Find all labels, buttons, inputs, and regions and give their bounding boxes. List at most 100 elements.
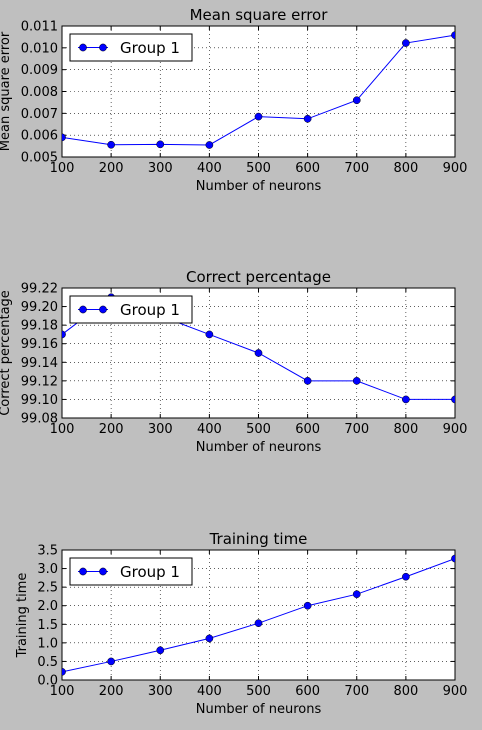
y-tick-label: 0.008 <box>21 85 58 100</box>
data-point <box>352 96 361 105</box>
y-tick-label: 0.007 <box>21 107 58 122</box>
data-point <box>205 141 214 149</box>
data-point <box>107 140 115 149</box>
data-point <box>352 590 361 599</box>
x-tick-label: 600 <box>295 422 320 437</box>
data-point <box>402 39 410 47</box>
data-point <box>451 395 455 404</box>
data-point <box>254 349 263 357</box>
x-tick-label: 800 <box>393 422 418 437</box>
y-tick-label: 1.5 <box>37 618 58 633</box>
y-tick-label: 99.22 <box>21 282 58 297</box>
data-point <box>156 140 165 149</box>
data-point <box>451 554 455 563</box>
legend-marker <box>99 567 107 576</box>
data-point <box>303 114 312 123</box>
chart-1: 0.005 0.006 0.007 0.008 0.009 0.010 0.011 100 20… <box>0 6 467 194</box>
x-axis-label: Number of neurons <box>196 702 322 717</box>
y-tick-label: 2.0 <box>37 599 58 614</box>
x-tick-label: 300 <box>148 684 173 699</box>
y-tick-label: 3.0 <box>37 562 58 577</box>
series-layer <box>62 554 455 676</box>
legend-marker <box>99 305 107 314</box>
x-tick-label: 600 <box>295 161 320 176</box>
x-tick-label: 100 <box>50 684 75 699</box>
x-tick-label: 900 <box>443 161 468 176</box>
y-tick-label: 3.5 <box>37 544 58 559</box>
legend-marker <box>79 305 87 314</box>
chart-3: 0.0 0.5 1.0 1.5 2.0 2.5 3.0 3.5 100 200 300 400 500 6… <box>15 530 467 717</box>
y-tick-label: 99.14 <box>21 356 58 371</box>
data-point <box>107 657 115 666</box>
data-point <box>62 667 66 676</box>
legend: Group 1 <box>69 557 193 586</box>
x-tick-label: 200 <box>99 684 124 699</box>
x-tick-label: 600 <box>295 684 320 699</box>
y-tick-label: 99.10 <box>21 393 58 408</box>
x-tick-label: 500 <box>246 161 271 176</box>
legend: Group 1 <box>69 295 193 324</box>
data-point <box>402 572 410 581</box>
x-axis-label: Number of neurons <box>196 440 322 455</box>
plot-frame <box>61 25 456 158</box>
data-point <box>303 377 312 385</box>
y-axis-label: Mean square error <box>0 31 13 151</box>
y-tick-label: 0.0 <box>37 674 58 689</box>
x-tick-label: 500 <box>246 684 271 699</box>
data-point <box>303 601 312 610</box>
data-point <box>205 330 214 339</box>
data-point <box>62 330 66 339</box>
chart-2: 99.08 99.10 99.12 99.14 99.16 99.18 99.20 99.22… <box>0 268 467 455</box>
legend: Group 1 <box>69 33 193 62</box>
data-point <box>205 634 214 643</box>
y-tick-label: 2.5 <box>37 581 58 596</box>
series-layer <box>62 31 455 149</box>
x-tick-label: 800 <box>393 161 418 176</box>
x-tick-label: 900 <box>443 422 468 437</box>
x-tick-label: 100 <box>50 161 75 176</box>
legend-marker <box>79 567 87 576</box>
chart-title: Correct percentage <box>186 268 331 286</box>
legend-marker <box>99 43 107 52</box>
chart-title: Mean square error <box>190 6 329 24</box>
y-tick-label: 0.006 <box>21 129 58 144</box>
y-tick-label: 99.20 <box>21 300 58 315</box>
x-tick-label: 800 <box>393 684 418 699</box>
x-tick-label: 400 <box>197 422 222 437</box>
data-point <box>254 619 263 628</box>
data-point <box>352 377 361 385</box>
x-tick-label: 100 <box>50 422 75 437</box>
data-point <box>62 133 66 142</box>
x-tick-label: 900 <box>443 684 468 699</box>
data-point <box>451 31 455 40</box>
plot-frame <box>61 549 456 681</box>
y-tick-label: 0.011 <box>21 20 58 35</box>
y-tick-label: 99.12 <box>21 374 58 389</box>
x-tick-label: 400 <box>197 161 222 176</box>
data-point <box>156 646 165 655</box>
data-point <box>402 395 410 404</box>
x-tick-label: 300 <box>148 422 173 437</box>
chart-title: Training time <box>209 530 308 548</box>
legend-label: Group 1 <box>120 563 180 581</box>
y-tick-label: 99.16 <box>21 337 58 352</box>
x-tick-label: 200 <box>99 161 124 176</box>
data-point <box>254 112 263 121</box>
y-tick-label: 0.009 <box>21 63 58 78</box>
y-tick-label: 0.005 <box>21 151 58 166</box>
y-tick-label: 1.0 <box>37 636 58 651</box>
y-tick-label: 99.18 <box>21 319 58 334</box>
y-axis-label: Correct percentage <box>0 290 13 416</box>
series-layer <box>62 293 455 404</box>
x-tick-label: 200 <box>99 422 124 437</box>
x-tick-label: 700 <box>344 422 369 437</box>
x-axis-label: Number of neurons <box>196 179 322 194</box>
legend-label: Group 1 <box>120 39 180 57</box>
y-tick-label: 0.5 <box>37 655 58 670</box>
x-tick-label: 400 <box>197 684 222 699</box>
x-tick-label: 500 <box>246 422 271 437</box>
legend-label: Group 1 <box>120 301 180 319</box>
plot-frame <box>61 287 456 419</box>
